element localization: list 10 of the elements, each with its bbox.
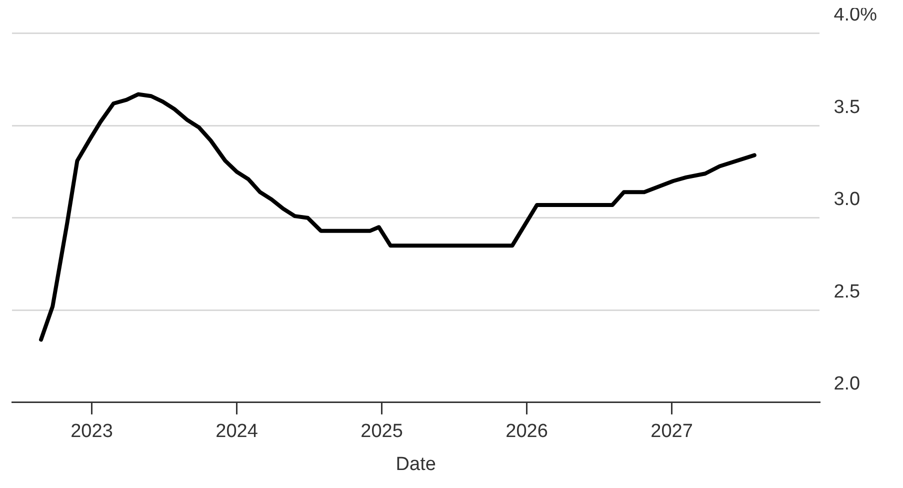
x-tick-label: 2026 — [506, 421, 548, 442]
x-axis-title: Date — [396, 454, 436, 475]
y-tick-label: 3.5 — [834, 96, 860, 118]
x-tick-label: 2027 — [650, 421, 693, 442]
x-tick-label: 2024 — [216, 421, 258, 442]
x-tick-label: 2025 — [360, 421, 403, 442]
x-tick-label: 2023 — [70, 421, 113, 442]
y-tick-label: 3.0 — [834, 189, 860, 210]
y-tick-label: 2.5 — [834, 281, 860, 302]
y-tick-label: 2.0 — [834, 374, 860, 395]
